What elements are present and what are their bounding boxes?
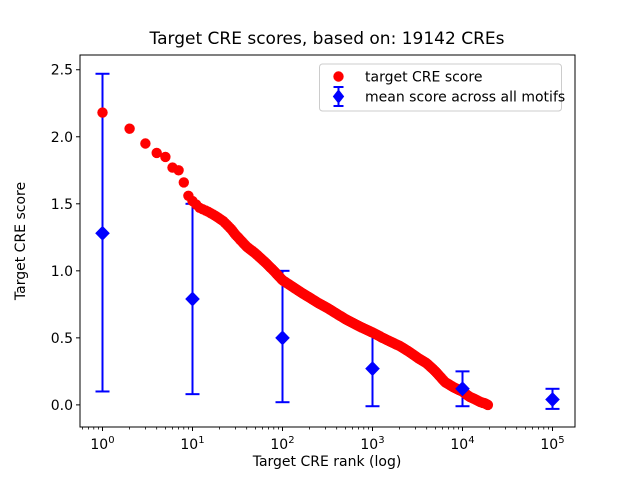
x-tick-label: 102 — [270, 435, 294, 453]
x-tick-label: 103 — [360, 435, 384, 453]
target-cre-score-points — [97, 107, 494, 411]
legend-label-target-score: target CRE score — [365, 70, 482, 86]
x-major-ticks — [102, 427, 553, 431]
legend-target-score-marker-icon — [333, 71, 344, 82]
y-tick-label: 1.5 — [51, 197, 73, 213]
plot-frame — [79, 54, 576, 428]
y-tick-label: 2.5 — [51, 63, 73, 79]
x-minor-ticks — [82, 427, 549, 430]
x-tick-label: 101 — [180, 435, 204, 453]
y-axis-label: Target CRE score — [13, 182, 29, 301]
y-tick-label: 1.0 — [51, 264, 73, 280]
x-axis-label: Target CRE rank (log) — [252, 454, 402, 470]
x-tick-label: 100 — [90, 435, 114, 453]
mean-score-diamond-markers — [95, 225, 560, 408]
legend-mean-score-marker-icon — [332, 86, 345, 107]
mean-score-errorbar-lines — [95, 72, 560, 410]
chart-title: Target CRE scores, based on: 19142 CREs — [149, 29, 505, 49]
legend: target CRE score mean score across all m… — [319, 63, 565, 112]
x-tick-label: 104 — [450, 435, 474, 453]
x-tick-labels: 100 101 102 103 104 105 — [90, 435, 564, 453]
y-tick-label: 2.0 — [51, 130, 73, 146]
y-tick-labels: 0.0 0.5 1.0 1.5 2.0 2.5 — [51, 63, 73, 414]
legend-label-mean-score: mean score across all motifs — [365, 90, 565, 106]
y-tick-label: 0.0 — [51, 398, 73, 414]
legend-box — [319, 63, 562, 112]
y-tick-label: 0.5 — [51, 331, 73, 347]
y-ticks — [76, 69, 80, 406]
x-tick-label: 105 — [540, 435, 564, 453]
